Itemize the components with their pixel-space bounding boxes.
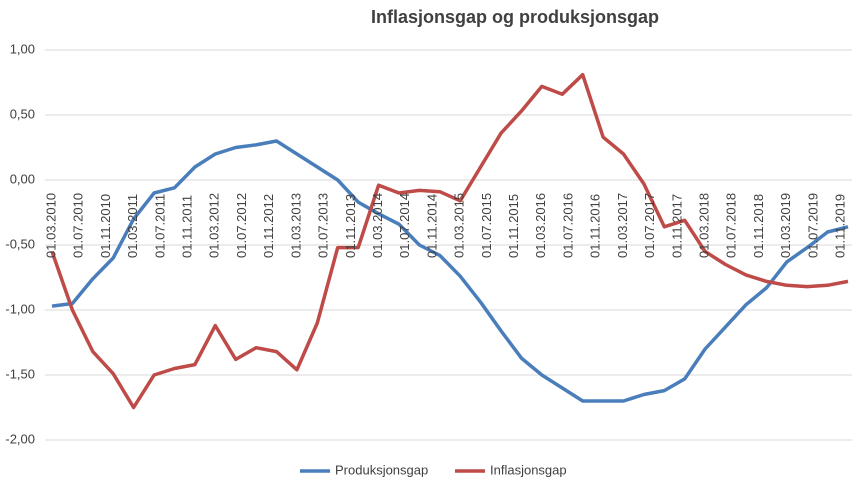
- x-tick-label: 01.11.2017: [669, 194, 684, 258]
- x-tick-label: 01.03.2018: [697, 193, 712, 258]
- x-tick-label: 01.07.2018: [724, 193, 739, 258]
- x-tick-label: 01.11.2018: [751, 194, 766, 258]
- x-tick-label: 01.07.2011: [152, 194, 167, 258]
- x-tick-label: 01.11.2019: [833, 194, 848, 258]
- x-tick-label: 01.07.2016: [561, 193, 576, 258]
- x-tick-label: 01.11.2010: [98, 194, 113, 258]
- x-tick-label: 01.03.2011: [125, 194, 140, 258]
- x-tick-label: 01.03.2010: [43, 193, 58, 258]
- x-tick-label: 01.03.2016: [533, 193, 548, 258]
- y-tick-label: 1,00: [10, 41, 35, 56]
- x-tick-label: 01.03.2013: [288, 193, 303, 258]
- legend-label: Inflasjonsgap: [490, 462, 567, 477]
- y-tick-label: 0,00: [10, 171, 35, 186]
- x-tick-label: 01.11.2014: [424, 194, 439, 258]
- x-tick-label: 01.11.2015: [506, 194, 521, 258]
- x-tick-label: 01.07.2014: [397, 193, 412, 258]
- y-tick-label: -1,00: [5, 301, 35, 316]
- x-tick-label: 01.11.2011: [180, 195, 195, 258]
- x-tick-label: 01.07.2019: [805, 193, 820, 258]
- x-tick-label: 01.03.2012: [207, 193, 222, 258]
- x-tick-label: 01.03.2014: [370, 193, 385, 258]
- x-tick-label: 01.07.2012: [234, 193, 249, 258]
- y-tick-label: -2,00: [5, 431, 35, 446]
- x-tick-label: 01.07.2010: [71, 193, 86, 258]
- x-tick-label: 01.07.2013: [316, 193, 331, 258]
- x-tick-label: 01.07.2015: [479, 193, 494, 258]
- series-line: [50, 72, 849, 410]
- x-tick-label: 01.11.2013: [343, 194, 358, 258]
- y-tick-label: -1,50: [5, 366, 35, 381]
- x-tick-label: 01.07.2017: [642, 193, 657, 258]
- legend-label: Produksjonsgap: [335, 462, 428, 477]
- x-tick-label: 01.03.2015: [452, 193, 467, 258]
- x-tick-label: 01.11.2012: [261, 194, 276, 258]
- chart-title: Inflasjonsgap og produksjonsgap: [371, 7, 659, 27]
- y-tick-label: -0,50: [5, 236, 35, 251]
- x-tick-label: 01.03.2019: [778, 193, 793, 258]
- y-tick-label: 0,50: [10, 106, 35, 121]
- x-tick-label: 01.03.2017: [615, 193, 630, 258]
- series-line: [51, 139, 849, 403]
- x-tick-label: 01.11.2016: [588, 194, 603, 258]
